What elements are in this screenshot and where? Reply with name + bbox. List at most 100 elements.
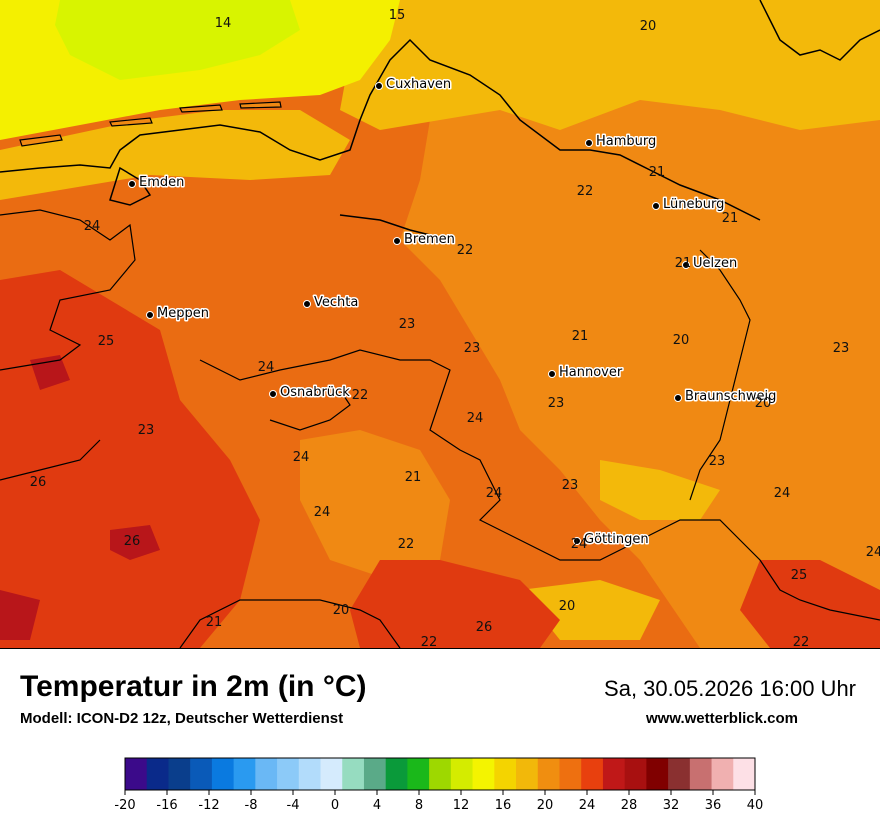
legend-swatch bbox=[494, 758, 517, 790]
temperature-value: 22 bbox=[577, 184, 594, 199]
website-link[interactable]: www.wetterblick.com bbox=[646, 710, 798, 727]
temperature-value: 23 bbox=[138, 423, 155, 438]
legend-tick-label: 28 bbox=[621, 798, 638, 813]
city-marker bbox=[682, 261, 690, 269]
legend-swatch bbox=[146, 758, 169, 790]
city-label: Vechta bbox=[314, 295, 358, 310]
temperature-value: 21 bbox=[675, 256, 692, 271]
color-legend: -20 -16 -12 -8 -4 0 4 8 12 16 20 24 28 32 36 40 bbox=[0, 752, 880, 822]
legend-tick-label: -4 bbox=[287, 798, 300, 813]
legend-swatch bbox=[581, 758, 604, 790]
temperature-value: 23 bbox=[399, 317, 416, 332]
legend-swatch bbox=[190, 758, 213, 790]
temperature-value: 20 bbox=[333, 603, 350, 618]
temp-zone-26-west bbox=[0, 270, 260, 648]
temperature-value: 23 bbox=[548, 396, 565, 411]
legend-canvas: -20 -16 -12 -8 -4 0 4 8 12 16 20 24 28 32 36 40 bbox=[114, 757, 763, 813]
legend-swatch bbox=[255, 758, 278, 790]
legend-tick-label: 4 bbox=[373, 798, 381, 813]
legend-tick-label: -12 bbox=[198, 798, 219, 813]
model-info: Modell: ICON-D2 12z, Deutscher Wetterdie… bbox=[20, 710, 344, 727]
legend-swatch bbox=[320, 758, 343, 790]
legend-swatch bbox=[125, 758, 148, 790]
legend-swatch bbox=[646, 758, 669, 790]
coastline bbox=[0, 38, 761, 236]
city-layer: Cuxhaven Hamburg Emden Lüneburg Bremen Uelzen… bbox=[30, 8, 880, 648]
legend-swatch bbox=[342, 758, 365, 790]
islands bbox=[19, 101, 282, 147]
city-marker bbox=[548, 370, 556, 378]
temperature-value: 24 bbox=[314, 505, 331, 520]
city-marker bbox=[573, 537, 581, 545]
legend-tick-label: 20 bbox=[537, 798, 554, 813]
legend-swatch bbox=[407, 758, 430, 790]
city-label: Osnabrück bbox=[280, 385, 350, 400]
temperature-value: 24 bbox=[258, 360, 275, 375]
legend-swatch bbox=[711, 758, 734, 790]
legend-tick-label: 12 bbox=[453, 798, 470, 813]
city-label: Hamburg bbox=[596, 134, 656, 149]
temperature-value: 26 bbox=[476, 620, 493, 635]
city-label: Lüneburg bbox=[663, 197, 724, 212]
temperature-value: 22 bbox=[457, 243, 474, 258]
legend-swatch bbox=[602, 758, 626, 790]
temperature-value: 25 bbox=[791, 568, 808, 583]
city-label: Hannover bbox=[559, 365, 623, 380]
city-marker bbox=[585, 139, 593, 147]
temperature-value: 24 bbox=[467, 411, 484, 426]
temperature-value: 21 bbox=[405, 470, 422, 485]
temperature-value: 26 bbox=[124, 534, 141, 549]
temperature-value: 20 bbox=[640, 19, 657, 34]
legend-tick-label: 32 bbox=[663, 798, 680, 813]
legend-swatch bbox=[668, 758, 691, 790]
temperature-value: 20 bbox=[673, 333, 690, 348]
legend-swatch bbox=[559, 758, 582, 790]
legend-swatch bbox=[516, 758, 539, 790]
legend-swatch bbox=[233, 758, 256, 790]
temperature-value: 14 bbox=[215, 16, 232, 31]
legend-swatch bbox=[385, 758, 408, 790]
temperature-value: 26 bbox=[30, 475, 47, 490]
temperature-value: 24 bbox=[571, 537, 588, 552]
legend-swatch bbox=[472, 758, 495, 790]
legend-border bbox=[124, 757, 756, 791]
temperature-value: 24 bbox=[84, 219, 101, 234]
temperature-value: 21 bbox=[206, 615, 223, 630]
city-label: Braunschweig bbox=[685, 389, 776, 404]
city-marker bbox=[303, 300, 311, 308]
legend-swatch bbox=[168, 758, 191, 790]
temperature-value: 20 bbox=[559, 599, 576, 614]
forecast-datetime: Sa, 30.05.2026 16:00 Uhr bbox=[604, 676, 856, 701]
legend-tick-label: 0 bbox=[331, 798, 339, 813]
legend-tick-label: 24 bbox=[579, 798, 596, 813]
legend-swatch bbox=[624, 758, 647, 790]
city-label: Cuxhaven bbox=[386, 77, 451, 92]
temperature-value: 23 bbox=[464, 341, 481, 356]
state-borders bbox=[0, 209, 880, 648]
temperature-value: 22 bbox=[793, 635, 810, 648]
temp-zone-28-b bbox=[0, 590, 40, 640]
temperature-value: 22 bbox=[398, 537, 415, 552]
temperature-map: Cuxhaven Hamburg Emden Lüneburg Bremen Uelzen… bbox=[0, 0, 880, 649]
city-marker bbox=[375, 82, 383, 90]
legend-tick-label: -20 bbox=[114, 798, 135, 813]
legend-tick-label: 16 bbox=[495, 798, 512, 813]
city-marker bbox=[393, 237, 401, 245]
temperature-value: 24 bbox=[866, 545, 880, 560]
temperature-value: 22 bbox=[352, 388, 369, 403]
legend-swatch bbox=[450, 758, 474, 790]
temp-zone-22-south bbox=[300, 430, 450, 580]
temperature-value: 25 bbox=[98, 334, 115, 349]
legend-swatch bbox=[537, 758, 560, 790]
city-marker bbox=[128, 180, 136, 188]
map-canvas bbox=[0, 0, 880, 648]
temperature-value: 23 bbox=[833, 341, 850, 356]
legend-tick-label: 8 bbox=[415, 798, 423, 813]
city-marker bbox=[269, 390, 277, 398]
temperature-value: 21 bbox=[572, 329, 589, 344]
legend-swatch bbox=[689, 758, 713, 790]
temperature-value: 20 bbox=[755, 396, 772, 411]
temp-zone-20-north bbox=[340, 0, 880, 130]
temperature-value: 21 bbox=[722, 211, 739, 226]
city-label: Göttingen bbox=[584, 532, 649, 547]
